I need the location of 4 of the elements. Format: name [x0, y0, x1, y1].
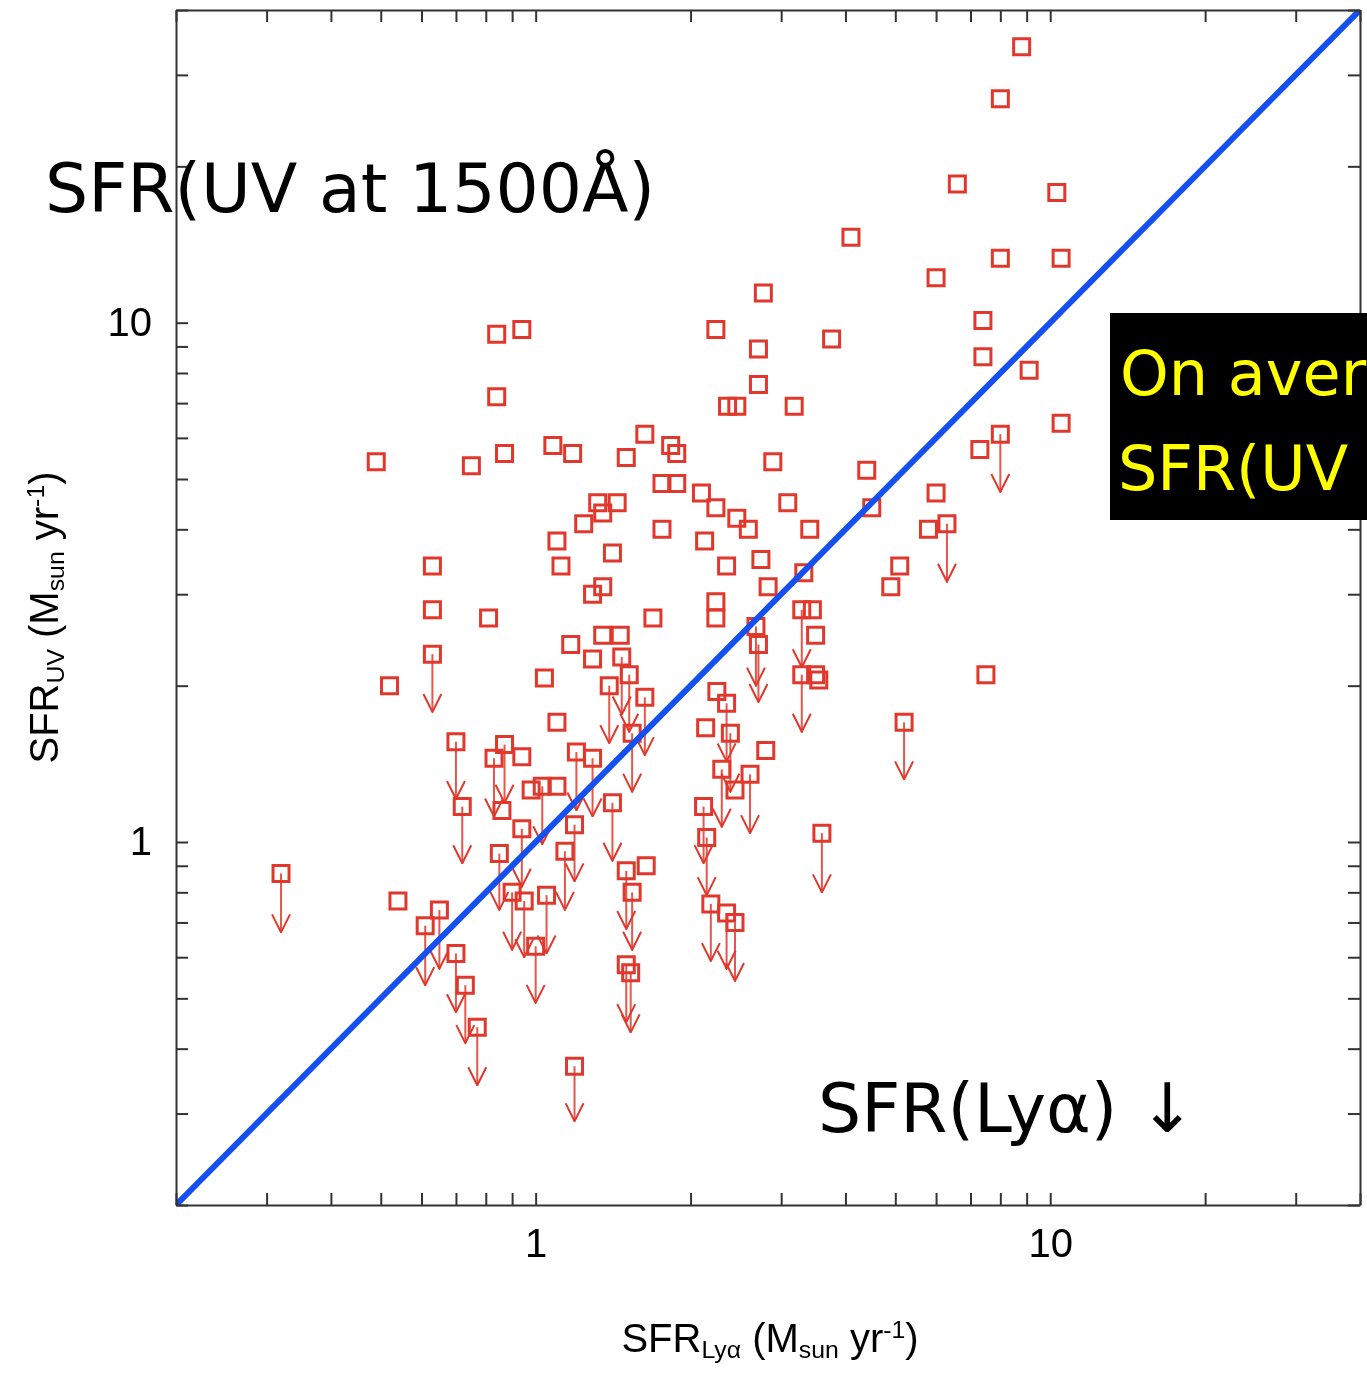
x-axis-title: SFR$_{Lyα}$ (M$_{sun}$ yr$^{-1}$) [621, 1316, 919, 1364]
annotation: On aver [1120, 337, 1367, 410]
annotation: SFR(Lyα) ↓ [818, 1069, 1196, 1148]
annotation: SFR(UV [1118, 432, 1349, 505]
